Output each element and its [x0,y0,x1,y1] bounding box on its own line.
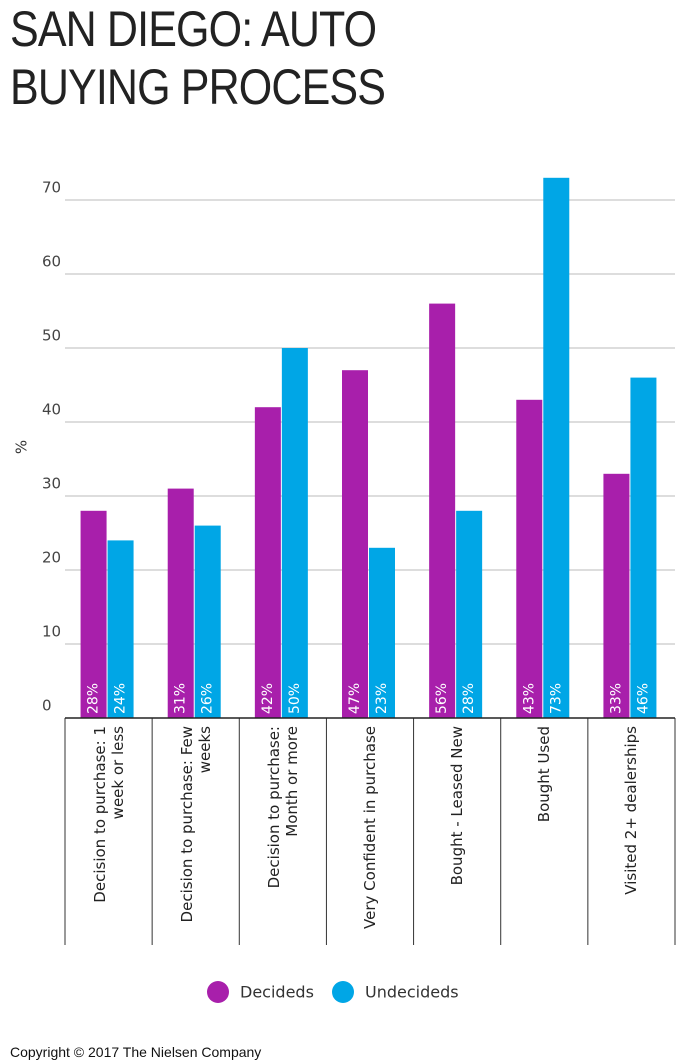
bar [107,540,134,718]
x-tick-label: Decision to purchase: 1 week or less [90,726,127,903]
bar [167,488,194,718]
bar [429,303,456,718]
bar [80,510,107,718]
y-tick-label: 70 [42,179,61,197]
x-tick-label: Visited 2+ dealerships [622,726,641,895]
y-tick-label: 50 [42,327,61,345]
x-tick-label: Decision to purchase: Few weeks [177,726,214,923]
value-label: 28% [461,683,477,714]
value-label: 43% [521,683,537,714]
legend-label: Decideds [240,983,314,1002]
value-label: 33% [608,683,624,714]
value-label: 42% [260,683,276,714]
y-tick-label: 40 [42,401,61,419]
bar [194,525,221,718]
x-tick-label: Bought Used [535,726,554,823]
value-label: 47% [347,683,363,714]
bar [543,177,570,719]
x-tick-label: Very Confident in purchase [361,726,379,929]
y-tick-label: 10 [42,623,61,641]
legend-label: Undecideds [365,983,459,1002]
value-label: 28% [86,683,102,714]
y-tick-label: 30 [42,475,61,493]
y-axis-label: % [13,440,31,454]
value-label: 73% [548,683,564,714]
value-label: 56% [434,683,450,714]
bar [456,510,483,718]
value-label: 50% [287,683,303,714]
bar [281,348,308,718]
bar [342,370,368,718]
value-label: 46% [635,683,651,714]
value-label: 26% [200,683,216,714]
value-label: 23% [374,683,390,714]
y-tick-label: 0 [42,697,52,715]
value-label: 24% [113,683,129,714]
bar [603,473,630,718]
bar [254,407,281,718]
legend-marker [207,981,229,1003]
value-label: 31% [173,683,189,714]
footer: Copyright © 2017 The Nielsen Company [10,1044,262,1060]
bar [369,547,395,718]
x-tick-label: Decision to purchase: Month or more [264,726,301,889]
y-tick-label: 20 [42,549,61,567]
chart-title: SAN DIEGO: AUTO BUYING PROCESS [10,1,386,115]
x-tick-label: Bought - Leased New [448,726,467,886]
bar [630,377,657,718]
legend-marker [332,981,354,1003]
bar [516,399,543,718]
y-tick-label: 60 [42,253,61,271]
